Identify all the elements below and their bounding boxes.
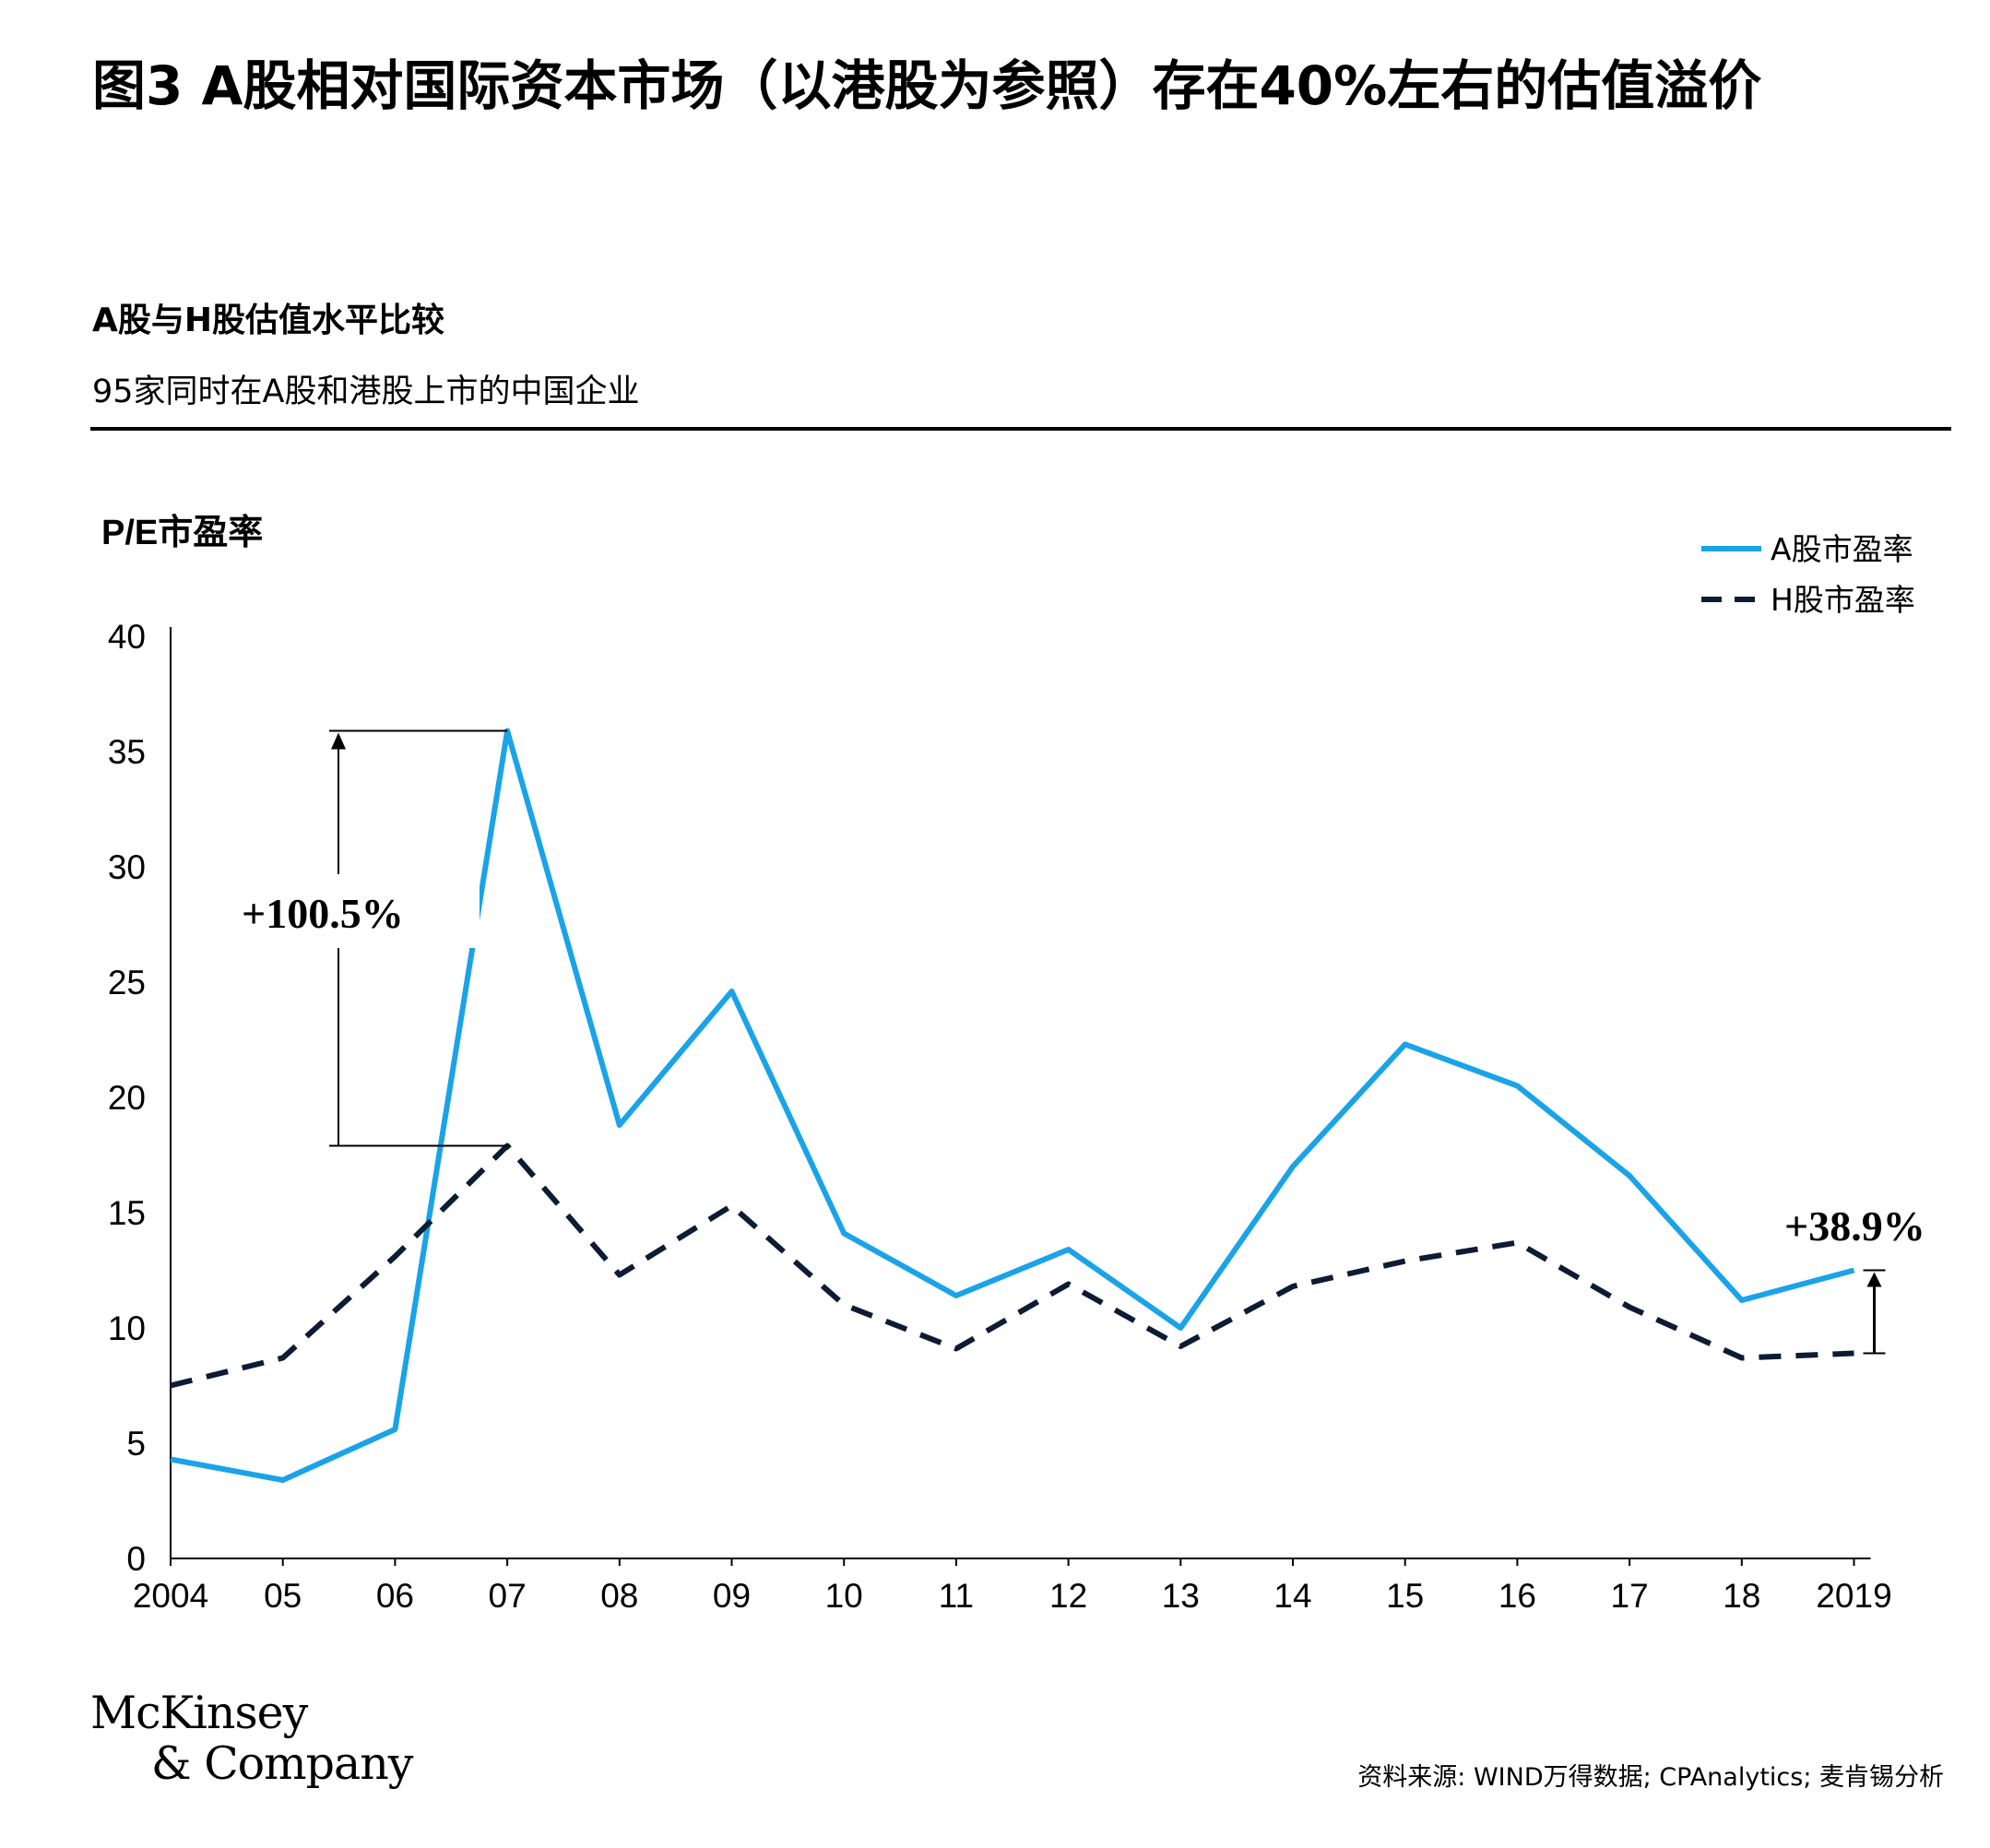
y-tick-label: 25	[108, 964, 146, 1001]
x-tick-label: 17	[1611, 1577, 1649, 1615]
logo-line-2: & Company	[151, 1737, 413, 1790]
y-tick-label: 5	[126, 1425, 146, 1463]
arrow-head	[1866, 1272, 1882, 1287]
x-tick-label: 09	[713, 1577, 751, 1615]
logo-line-1: McKinsey	[90, 1687, 308, 1739]
chart-series	[170, 728, 1855, 1483]
x-tick-label: 06	[376, 1577, 414, 1615]
x-tick-label: 2019	[1816, 1577, 1891, 1615]
page-title: 图3 A股相对国际资本市场（以港股为参照）存在40%左右的估值溢价	[92, 54, 1762, 117]
chart-subtitle: A股与H股估值水平比较	[92, 302, 444, 339]
chart-legend: A股市盈率 H股市盈率	[1701, 531, 1915, 618]
annotation-100-5: +100.5%	[242, 890, 404, 937]
annotation-38-9: +38.9%	[1784, 1202, 1925, 1250]
source-note: 资料来源: WIND万得数据; CPAnalytics; 麦肯锡分析	[1357, 1763, 1944, 1792]
a-share-pe-line	[170, 728, 1855, 1483]
x-tick-label: 13	[1162, 1577, 1200, 1615]
chart-note: 95家同时在A股和港股上市的中国企业	[92, 373, 640, 410]
mckinsey-logo: McKinsey & Company	[90, 1687, 413, 1790]
bracket-arrow-head	[331, 732, 346, 750]
y-tick-label: 20	[108, 1079, 146, 1117]
x-tick-label: 12	[1049, 1577, 1087, 1615]
y-tick-label: 15	[108, 1194, 146, 1232]
x-tick-label: 10	[825, 1577, 863, 1615]
annotation-label-backdrop	[229, 874, 480, 948]
x-tick-label: 16	[1498, 1577, 1536, 1615]
x-tick-label: 11	[939, 1577, 974, 1615]
x-tick-label: 14	[1273, 1577, 1311, 1615]
y-tick-label: 10	[108, 1309, 146, 1347]
x-tick-label: 15	[1386, 1577, 1424, 1615]
header-divider	[90, 427, 1951, 431]
x-tick-label: 2004	[133, 1577, 208, 1615]
chart-annotations: +100.5% +38.9%	[229, 729, 1925, 1355]
y-tick-label: 35	[108, 733, 146, 771]
legend-label-a-share: A股市盈率	[1771, 531, 1913, 567]
x-tick-label: 07	[489, 1577, 527, 1615]
y-tick-label: 30	[108, 848, 146, 886]
x-tick-label: 18	[1723, 1577, 1760, 1615]
x-tick-label: 05	[264, 1577, 302, 1615]
y-tick-label: 0	[126, 1540, 146, 1578]
x-tick-label: 08	[600, 1577, 638, 1615]
y-axis-label: P/E市盈率	[101, 514, 263, 552]
legend-label-h-share: H股市盈率	[1771, 582, 1915, 618]
h-share-pe-line	[170, 1143, 1854, 1389]
y-tick-label: 40	[108, 618, 146, 656]
